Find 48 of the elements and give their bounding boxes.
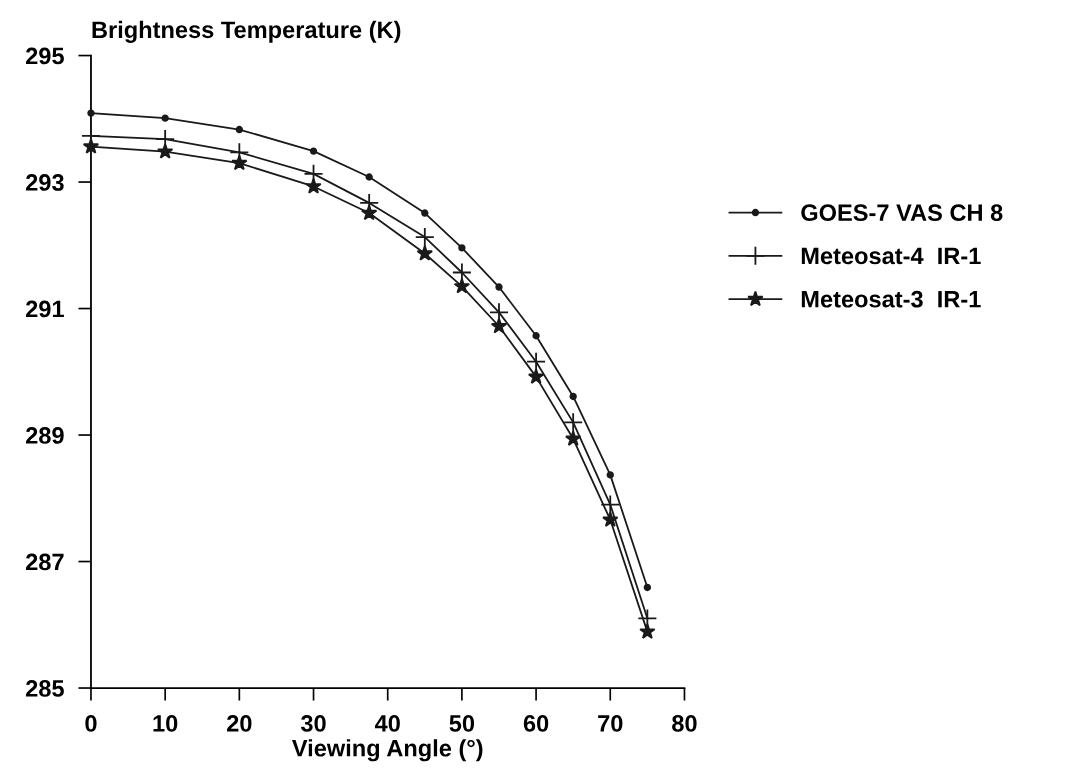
point [600,494,621,515]
point [161,114,169,122]
point [414,227,435,248]
point [235,125,244,134]
x-tick-label: 50 [449,715,475,732]
point [569,392,577,401]
point [490,317,508,334]
point [563,412,584,433]
point [495,283,503,291]
point [87,109,95,117]
x-axis-title: Viewing Angle (°) [291,739,483,762]
point [421,209,429,217]
point [156,143,174,159]
legend-label: GOES-7 VAS CH 8 [801,204,1003,222]
point [453,277,471,294]
y-axis-title: Brightness Temperature (K) [92,20,401,43]
x-tick-label: 70 [598,715,623,732]
x-tick-label: 60 [523,715,549,732]
x-tick-label: 20 [227,715,252,732]
point [639,623,656,639]
legend-label: Meteosat-3 IR-1 [801,290,981,308]
point [360,204,378,221]
point [458,244,466,252]
y-tick-label: 291 [26,300,64,318]
point [526,351,547,372]
x-tick-label: 0 [85,715,97,732]
x-tick-label: 40 [374,715,400,732]
point [565,430,582,446]
point [532,332,540,340]
point [602,511,619,527]
y-tick-label: 287 [26,553,64,571]
y-tick-label: 293 [26,174,64,191]
legend-label: Meteosat-4 IR-1 [801,247,981,265]
point [606,471,614,479]
point [231,154,248,171]
x-tick-label: 10 [153,715,178,732]
y-tick-label: 285 [26,680,64,697]
point [82,138,100,154]
point [643,583,652,592]
point [305,177,322,194]
x-tick-label: 80 [672,715,697,732]
y-tick-label: 289 [26,427,64,444]
point [527,368,545,384]
point [416,244,433,261]
x-tick-label: 30 [300,715,326,732]
point [309,147,318,155]
point [365,173,373,181]
y-tick-label: 295 [26,47,64,65]
